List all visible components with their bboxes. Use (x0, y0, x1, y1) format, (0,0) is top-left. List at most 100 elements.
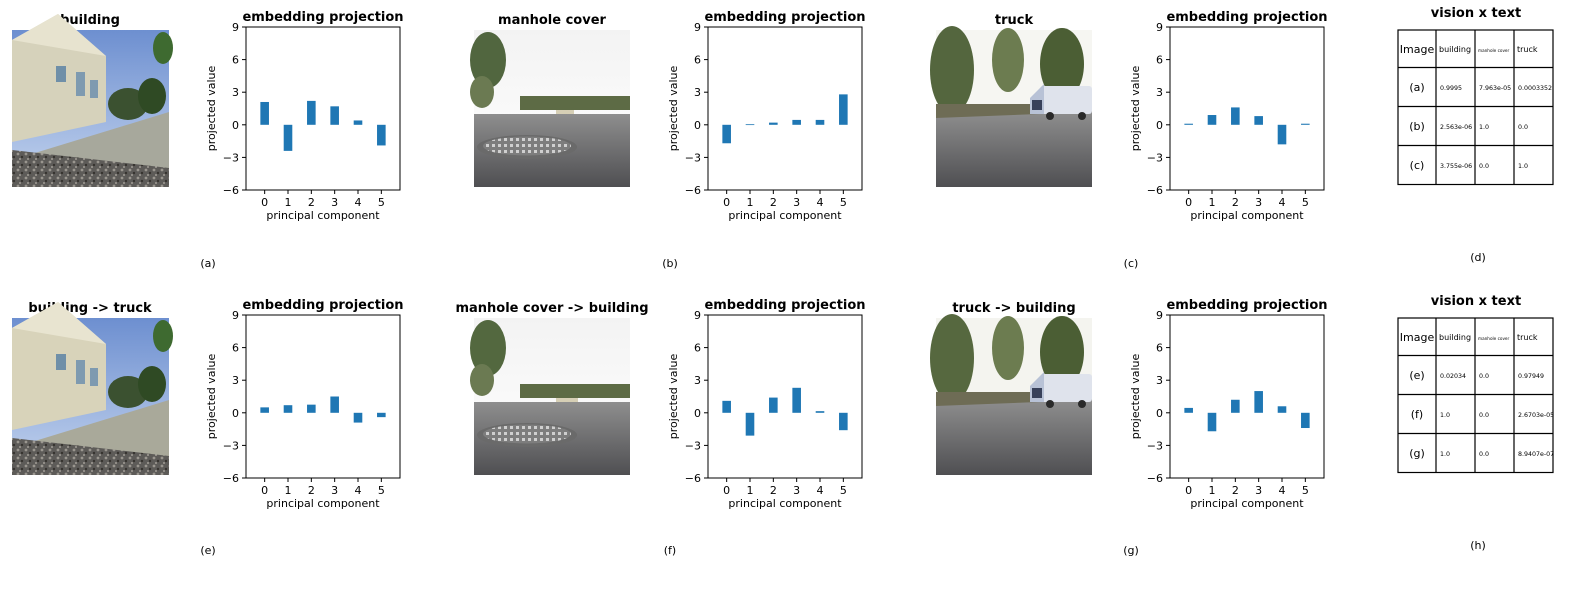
table-header-cell: building (1439, 333, 1471, 342)
table-cell: 3.755e-06 (1440, 163, 1472, 170)
plot-frame (707, 26, 863, 191)
x-tick-label: 2 (1232, 484, 1239, 497)
chart-title: embedding projection (704, 10, 865, 25)
table-header-cell: manhole cover (1478, 48, 1510, 53)
bar-5 (377, 412, 386, 418)
x-tick-label: 2 (308, 484, 315, 497)
panel-label-f: (f) (664, 544, 676, 557)
y-tick-label: −6 (685, 472, 701, 485)
y-tick-label: 3 (694, 374, 701, 387)
bar-4 (815, 119, 825, 125)
panel-label-g: (g) (1123, 544, 1139, 557)
chart-title: embedding projection (704, 298, 865, 313)
y-tick-label: 9 (1156, 21, 1163, 34)
table-d: vision x text Image building manhole cover t… (1397, 6, 1554, 186)
bar-4 (1277, 124, 1287, 145)
building-photo (12, 14, 173, 187)
chart-title: embedding projection (242, 298, 403, 313)
panel-label-e: (e) (200, 544, 215, 557)
x-tick-label: 2 (308, 196, 315, 209)
x-axis-label: principal component (266, 209, 380, 222)
table-cell: 0.0003352 (1518, 85, 1552, 92)
x-tick-label: 5 (1302, 484, 1309, 497)
table-header-cell: Image (1400, 43, 1435, 56)
bar-2 (1231, 107, 1240, 125)
y-tick-label: 6 (1156, 342, 1163, 355)
x-tick-label: 1 (1209, 196, 1216, 209)
y-tick-label: −3 (223, 439, 239, 452)
y-tick-label: −3 (1147, 439, 1163, 452)
x-tick-label: 3 (793, 196, 800, 209)
y-axis-label: projected value (667, 66, 680, 152)
bar-4 (1277, 406, 1287, 413)
bar-1 (1207, 115, 1217, 125)
bar-3 (792, 387, 801, 413)
y-tick-label: −6 (223, 184, 239, 197)
y-tick-label: −6 (1147, 184, 1163, 197)
x-tick-label: 2 (770, 196, 777, 209)
y-tick-label: −3 (1147, 151, 1163, 164)
y-tick-label: −6 (685, 184, 701, 197)
x-axis-label: principal component (1190, 209, 1304, 222)
truck-to-building-photo (930, 314, 1092, 475)
y-tick-label: −3 (685, 439, 701, 452)
bar-3 (330, 106, 339, 125)
x-tick-label: 5 (840, 484, 847, 497)
table-row-label: (b) (1409, 120, 1425, 133)
x-tick-label: 4 (817, 196, 824, 209)
x-tick-label: 5 (378, 484, 385, 497)
y-tick-label: −3 (685, 151, 701, 164)
x-tick-label: 5 (840, 196, 847, 209)
bar-3 (792, 119, 801, 125)
photo-title-building: building (60, 13, 120, 28)
table-cell: 0.02034 (1440, 373, 1466, 380)
y-tick-label: 3 (232, 86, 239, 99)
table-cell: 0.97949 (1518, 373, 1544, 380)
x-tick-label: 5 (1302, 196, 1309, 209)
y-tick-label: 6 (232, 342, 239, 355)
table-cell: 1.0 (1518, 163, 1528, 170)
x-axis-label: principal component (1190, 497, 1304, 510)
table-header-cell: manhole cover (1478, 336, 1510, 341)
bar-1 (745, 124, 755, 126)
table-cell: 0.0 (1479, 373, 1489, 380)
table-row-label: (a) (1409, 81, 1424, 94)
bar-0 (260, 101, 269, 125)
truck-photo (930, 26, 1092, 187)
x-tick-label: 4 (817, 484, 824, 497)
y-tick-label: −3 (223, 151, 239, 164)
bar-1 (1207, 412, 1217, 432)
table-header-cell: Image (1400, 331, 1435, 344)
table-h: vision x text Image building manhole cover t… (1397, 294, 1554, 474)
x-tick-label: 1 (747, 484, 754, 497)
x-tick-label: 0 (1185, 484, 1192, 497)
y-axis-label: projected value (205, 354, 218, 440)
x-axis-label: principal component (728, 497, 842, 510)
plot-frame (245, 26, 401, 191)
panel-label-h: (h) (1470, 539, 1486, 552)
table-cell: 2.6703e-05 (1518, 412, 1554, 419)
bar-4 (815, 411, 825, 413)
y-tick-label: 3 (232, 374, 239, 387)
panel-label-c: (c) (1124, 257, 1139, 270)
x-tick-label: 3 (1255, 196, 1262, 209)
x-tick-label: 0 (723, 196, 730, 209)
bar-5 (1301, 412, 1310, 429)
table-header-cell: building (1439, 45, 1471, 54)
x-tick-label: 1 (285, 484, 292, 497)
x-tick-label: 1 (747, 196, 754, 209)
bar-5 (1301, 123, 1310, 125)
table-row-label: (f) (1411, 408, 1423, 421)
y-tick-label: 9 (232, 21, 239, 34)
y-tick-label: 9 (694, 309, 701, 322)
bar-4 (353, 120, 363, 125)
plot-frame (245, 314, 401, 479)
y-axis-label: projected value (1129, 354, 1142, 440)
bar-2 (1231, 399, 1240, 413)
y-axis-label: projected value (1129, 66, 1142, 152)
